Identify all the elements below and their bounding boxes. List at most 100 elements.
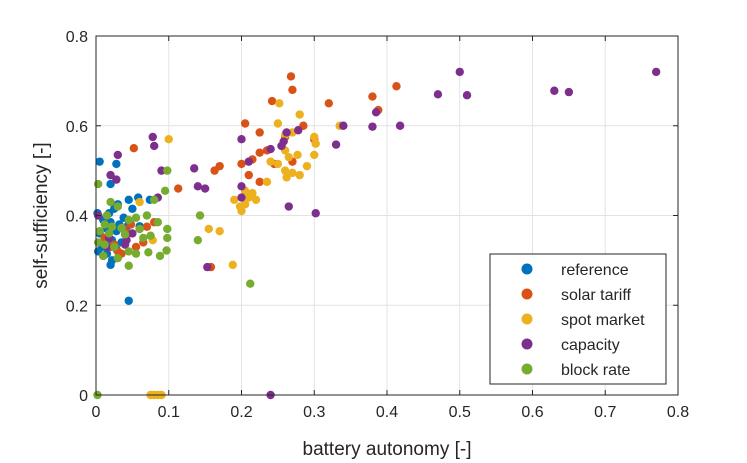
data-point	[302, 161, 312, 171]
data-point	[112, 175, 121, 184]
data-point	[324, 99, 333, 108]
data-point	[203, 262, 212, 272]
data-point	[295, 110, 304, 119]
data-point	[153, 218, 163, 227]
data-point	[95, 227, 104, 236]
data-point	[160, 186, 170, 196]
series-block-rate	[93, 166, 255, 400]
legend: reference solar tariff spot market capacity…	[489, 253, 667, 385]
data-point	[237, 135, 246, 144]
data-point	[277, 141, 286, 151]
data-point	[288, 85, 297, 95]
x-tick-label: 0.8	[667, 404, 689, 421]
data-point	[311, 139, 320, 148]
data-point	[293, 150, 302, 160]
legend-marker	[521, 288, 533, 300]
data-point	[106, 197, 115, 207]
x-tick-label: 0.2	[230, 404, 252, 421]
y-tick-label: 0.8	[66, 29, 88, 46]
data-point	[124, 215, 133, 225]
data-point	[550, 86, 559, 95]
data-point	[282, 173, 291, 182]
data-point	[244, 193, 253, 202]
data-point	[462, 91, 472, 100]
data-point	[193, 182, 203, 191]
data-point	[564, 87, 574, 97]
data-point	[124, 296, 133, 305]
data-point	[146, 231, 155, 240]
x-axis-label: battery autonomy [-]	[303, 439, 472, 460]
data-point	[237, 193, 246, 202]
data-point	[455, 67, 464, 77]
data-point	[310, 132, 319, 142]
legend-label: reference	[561, 262, 629, 279]
data-point	[267, 96, 277, 106]
data-point	[200, 184, 210, 193]
data-point	[120, 230, 130, 239]
data-point	[106, 260, 115, 270]
data-point	[368, 92, 377, 101]
data-point	[131, 242, 141, 252]
legend-label: block rate	[561, 362, 630, 379]
data-point	[284, 202, 293, 211]
data-point	[104, 229, 114, 238]
x-tick-label: 0	[92, 404, 101, 421]
data-point	[204, 224, 213, 234]
legend-box	[489, 253, 667, 385]
x-tick-label: 0.1	[158, 404, 180, 421]
data-point	[284, 152, 293, 162]
y-tick-label: 0.6	[66, 119, 88, 136]
data-point	[244, 157, 253, 166]
data-point	[163, 166, 172, 175]
data-point	[163, 224, 172, 234]
data-point	[215, 227, 224, 236]
legend-marker	[521, 363, 533, 375]
data-point	[148, 132, 157, 142]
data-point	[392, 82, 401, 91]
x-tick-label: 0.4	[376, 404, 398, 421]
data-point	[240, 119, 250, 128]
legend-label: spot market	[561, 312, 645, 329]
y-tick-label: 0.2	[66, 298, 88, 315]
data-point	[295, 170, 304, 180]
data-point	[144, 248, 153, 257]
x-tick-label: 0.7	[594, 404, 616, 421]
data-point	[339, 121, 348, 130]
data-point	[195, 211, 205, 220]
data-point	[93, 179, 103, 189]
data-point	[286, 72, 296, 81]
data-point	[112, 159, 121, 169]
data-point	[273, 119, 283, 128]
data-point	[174, 184, 183, 193]
data-point	[150, 195, 159, 204]
data-point	[395, 121, 405, 130]
data-point	[157, 166, 166, 175]
data-point	[124, 195, 133, 204]
data-point	[210, 166, 219, 175]
data-point	[266, 144, 275, 154]
data-point	[255, 177, 264, 187]
data-point	[100, 220, 109, 229]
data-point	[237, 159, 246, 169]
data-point	[117, 223, 126, 233]
x-tick-label: 0.5	[449, 404, 471, 421]
data-point	[135, 197, 144, 207]
data-point	[244, 170, 253, 180]
data-point	[331, 140, 341, 149]
data-point	[129, 143, 139, 153]
data-point	[162, 246, 171, 255]
data-point	[113, 202, 123, 211]
y-axis-label: self-sufficiency [-]	[31, 142, 52, 288]
data-point	[163, 233, 172, 243]
data-point	[124, 247, 133, 256]
legend-label: solar tariff	[561, 287, 632, 304]
data-point	[190, 164, 199, 173]
data-point	[237, 206, 246, 216]
data-point	[139, 233, 148, 243]
legend-marker	[521, 338, 533, 350]
data-point	[230, 195, 239, 204]
data-point	[368, 122, 377, 131]
data-point	[102, 211, 112, 220]
data-point	[155, 251, 165, 261]
